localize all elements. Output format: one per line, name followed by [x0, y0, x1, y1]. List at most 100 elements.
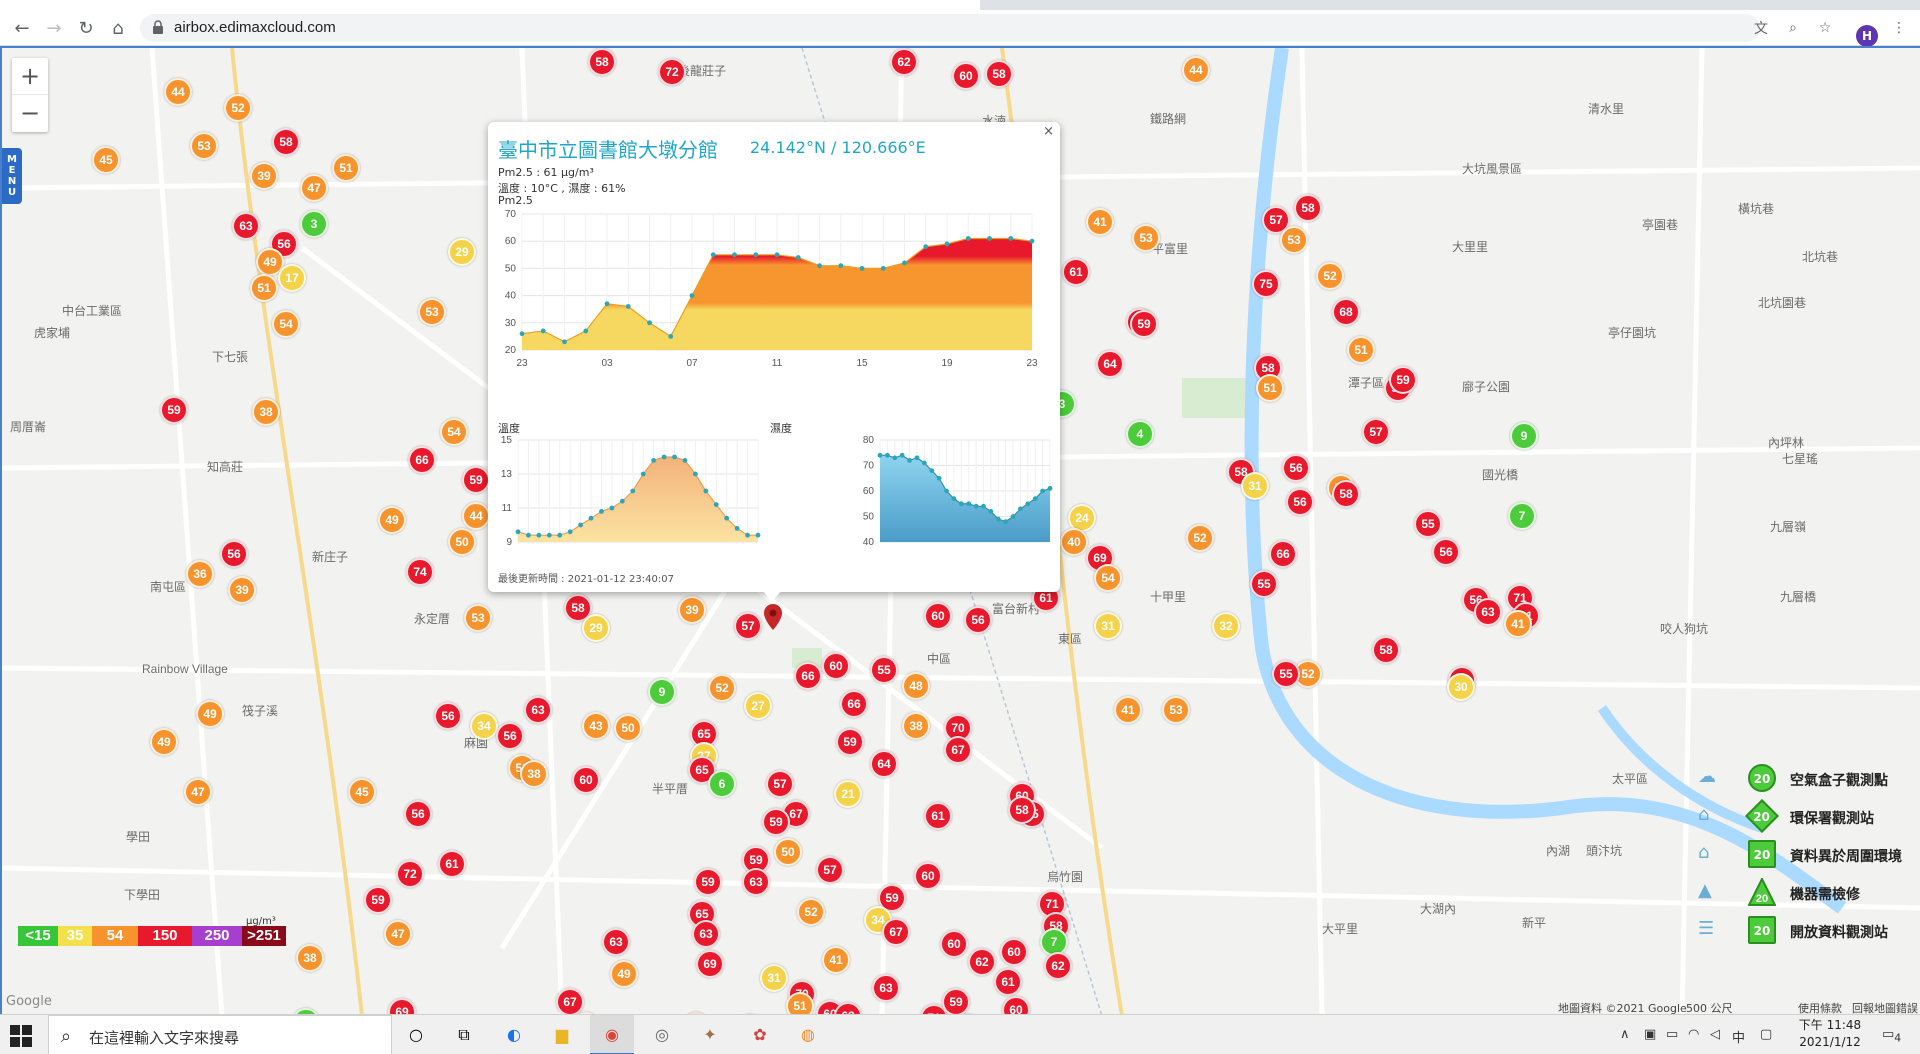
station-marker[interactable]: 58: [1008, 796, 1036, 824]
station-marker[interactable]: 70: [944, 714, 972, 742]
station-marker[interactable]: 58: [588, 48, 616, 76]
tray-chevron-icon[interactable]: ∧: [1620, 1027, 1630, 1042]
station-marker[interactable]: 53: [1132, 224, 1160, 252]
station-marker[interactable]: 41: [1086, 208, 1114, 236]
station-marker[interactable]: 56: [270, 230, 298, 258]
station-marker[interactable]: 52: [224, 94, 252, 122]
station-marker[interactable]: 53: [190, 132, 218, 160]
station-marker[interactable]: 56: [434, 702, 462, 730]
station-marker[interactable]: 39: [228, 576, 256, 604]
browser-menu-icon[interactable]: ⋮: [1892, 20, 1906, 36]
station-marker[interactable]: 59: [462, 466, 490, 494]
station-marker[interactable]: 32: [1212, 612, 1240, 640]
station-marker[interactable]: 66: [408, 446, 436, 474]
station-marker[interactable]: 63: [692, 920, 720, 948]
station-marker[interactable]: 31: [760, 964, 788, 992]
station-marker[interactable]: 69: [388, 998, 416, 1014]
station-marker[interactable]: 21: [834, 780, 862, 808]
address-bar[interactable]: airbox.edimaxcloud.com: [140, 14, 1760, 42]
blender-icon[interactable]: ◍: [801, 1025, 815, 1044]
back-icon[interactable]: ←: [14, 17, 30, 39]
station-marker[interactable]: 38: [252, 398, 280, 426]
chrome-icon[interactable]: ◉: [605, 1025, 619, 1044]
station-marker[interactable]: 63: [232, 212, 260, 240]
station-marker[interactable]: 54: [440, 418, 468, 446]
station-marker[interactable]: 60: [924, 602, 952, 630]
station-marker[interactable]: 9: [648, 678, 676, 706]
app-icon-2[interactable]: ✦: [703, 1025, 717, 1044]
station-marker[interactable]: 59: [942, 988, 970, 1014]
station-marker[interactable]: 63: [1474, 598, 1502, 626]
battery-icon[interactable]: ▭: [1666, 1027, 1679, 1042]
station-marker[interactable]: 56: [404, 800, 432, 828]
station-marker[interactable]: 68: [1332, 298, 1360, 326]
station-marker[interactable]: 58: [1294, 194, 1322, 222]
station-marker[interactable]: 57: [1362, 418, 1390, 446]
station-marker[interactable]: 54: [272, 310, 300, 338]
ime-mode-icon[interactable]: ▢: [1760, 1027, 1773, 1042]
station-marker[interactable]: 57: [816, 856, 844, 884]
station-marker[interactable]: 67: [882, 918, 910, 946]
station-marker[interactable]: 36: [186, 560, 214, 588]
station-marker[interactable]: 51: [1347, 336, 1375, 364]
tray-app-icon[interactable]: ▣: [1644, 1027, 1657, 1042]
ime-language[interactable]: 中: [1732, 1031, 1746, 1046]
station-marker[interactable]: 64: [870, 750, 898, 778]
volume-icon[interactable]: ◁: [1710, 1027, 1720, 1042]
station-marker[interactable]: 55: [1272, 660, 1300, 688]
station-marker[interactable]: 43: [582, 712, 610, 740]
station-marker[interactable]: 61: [994, 968, 1022, 996]
station-marker[interactable]: 59: [1130, 310, 1158, 338]
station-marker[interactable]: 58: [1372, 636, 1400, 664]
station-marker[interactable]: 47: [300, 174, 328, 202]
station-marker[interactable]: 62: [890, 48, 918, 76]
profile-avatar[interactable]: H: [1856, 25, 1878, 47]
station-marker[interactable]: 60: [914, 862, 942, 890]
station-marker[interactable]: 60: [822, 652, 850, 680]
station-marker[interactable]: 55: [1414, 510, 1442, 538]
zoom-icon[interactable]: ⌕: [1789, 20, 1797, 36]
station-marker[interactable]: 58: [985, 60, 1013, 88]
station-marker[interactable]: 59: [836, 728, 864, 756]
station-marker[interactable]: 59: [364, 886, 392, 914]
forward-icon[interactable]: →: [46, 17, 62, 39]
station-marker[interactable]: 47: [384, 920, 412, 948]
station-marker[interactable]: 54: [1094, 564, 1122, 592]
station-marker[interactable]: 45: [92, 146, 120, 174]
station-marker[interactable]: 55: [1250, 570, 1278, 598]
station-marker[interactable]: 29: [448, 238, 476, 266]
station-marker[interactable]: 53: [1280, 226, 1308, 254]
station-marker[interactable]: 60: [940, 930, 968, 958]
station-marker[interactable]: 58: [1332, 480, 1360, 508]
station-marker[interactable]: 3: [300, 210, 328, 238]
station-marker[interactable]: 6: [708, 770, 736, 798]
station-marker[interactable]: 49: [196, 700, 224, 728]
station-marker[interactable]: 56: [964, 606, 992, 634]
station-marker[interactable]: 62: [1044, 952, 1072, 980]
zoom-in-button[interactable]: +: [12, 58, 48, 95]
station-marker[interactable]: 57: [766, 770, 794, 798]
taskbar-clock[interactable]: 下午 11:48 2021/1/12: [1790, 1017, 1870, 1051]
task-view-icon[interactable]: ⧉: [458, 1025, 470, 1044]
station-marker[interactable]: 51: [332, 154, 360, 182]
station-marker[interactable]: 31: [1241, 472, 1269, 500]
terms-link[interactable]: 使用條款: [1798, 1002, 1842, 1015]
station-marker[interactable]: 60: [572, 766, 600, 794]
station-marker[interactable]: 51: [250, 274, 278, 302]
location-pin-icon[interactable]: [764, 604, 782, 630]
bookmark-star-icon[interactable]: ☆: [1818, 20, 1832, 36]
station-marker[interactable]: 4: [1126, 420, 1154, 448]
station-marker[interactable]: 60: [1002, 996, 1030, 1014]
zoom-out-button[interactable]: −: [19, 99, 41, 127]
station-marker[interactable]: 49: [378, 506, 406, 534]
map-scale[interactable]: 500 公尺: [1686, 1002, 1733, 1015]
station-marker[interactable]: 56: [496, 722, 524, 750]
station-marker[interactable]: 50: [448, 528, 476, 556]
station-marker[interactable]: 49: [150, 728, 178, 756]
station-marker[interactable]: 52: [1316, 262, 1344, 290]
reload-icon[interactable]: ↻: [78, 17, 94, 39]
station-marker[interactable]: 60: [1000, 938, 1028, 966]
station-marker[interactable]: 72: [658, 58, 686, 86]
station-marker[interactable]: 31: [1094, 612, 1122, 640]
